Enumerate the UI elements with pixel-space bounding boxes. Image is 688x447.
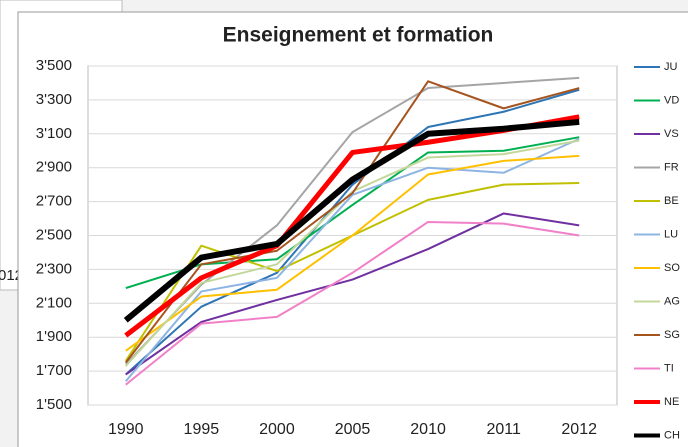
background-fragment: 012: [0, 267, 23, 284]
legend-label: AG: [664, 295, 680, 307]
legend-label: BE: [664, 195, 679, 207]
series-line: [125, 154, 580, 352]
y-tick-label: 2'500: [36, 226, 72, 243]
legend-label: LU: [664, 228, 678, 240]
legend-label: VS: [664, 128, 679, 140]
series-line: [123, 118, 580, 323]
legend-label: JU: [664, 61, 678, 73]
y-tick-label: 3'300: [36, 91, 72, 108]
chart-title: Enseignement et formation: [223, 24, 494, 47]
legend-label: CH: [664, 429, 680, 441]
y-tick-label: 2'100: [36, 294, 72, 311]
x-tick-label: 2011: [486, 421, 521, 438]
legend-label: TI: [664, 362, 674, 374]
legend-label: SO: [664, 262, 680, 274]
y-tick-label: 1'500: [36, 396, 72, 413]
y-tick-label: 3'100: [36, 125, 72, 142]
y-tick-label: 1'700: [36, 362, 72, 379]
y-tick-label: 2'700: [36, 193, 72, 210]
chart-frame: [17, 11, 688, 447]
y-tick-label: 2'300: [36, 260, 72, 277]
series-line: [125, 76, 580, 366]
series-line: [125, 137, 580, 382]
legend-label: VD: [664, 94, 679, 106]
series-line: [125, 88, 580, 376]
x-tick-label: 1995: [184, 421, 220, 438]
series-line: [124, 80, 580, 364]
series-line: [125, 212, 580, 376]
y-tick-label: 2'900: [36, 159, 72, 176]
legend-label: SG: [664, 329, 680, 341]
y-tick-label: 3'500: [36, 57, 72, 74]
x-tick-label: 2005: [335, 421, 371, 438]
x-tick-label: 1990: [108, 421, 144, 438]
x-tick-label: 2012: [561, 421, 597, 438]
x-tick-label: 2000: [259, 421, 295, 438]
y-tick-label: 1'900: [36, 328, 72, 345]
x-tick-label: 2010: [410, 421, 446, 438]
series-line: [125, 220, 580, 386]
legend-label: FR: [664, 161, 679, 173]
legend-label: NE: [664, 396, 679, 408]
